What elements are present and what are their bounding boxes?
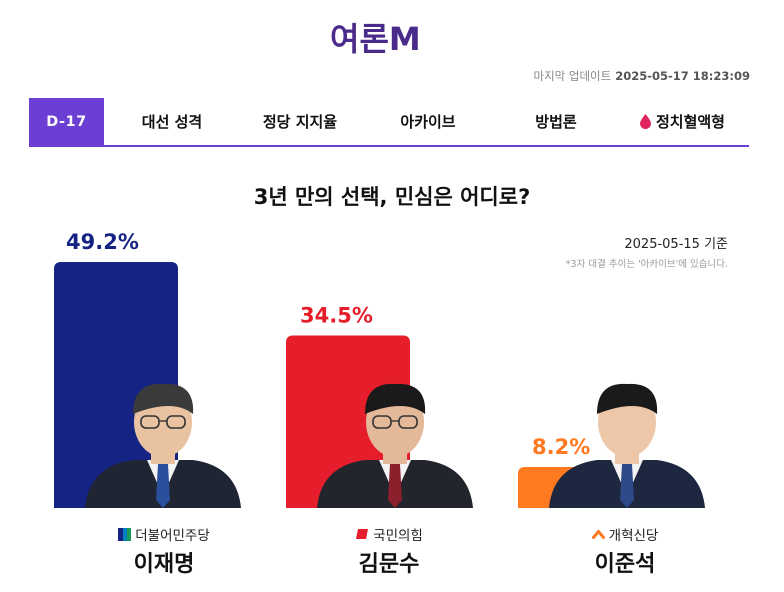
party-ppp: 국민의힘	[299, 524, 479, 544]
main-nav: D-17 대선 성격 정당 지지율 아카이브 방법론 정치혈액형	[29, 98, 749, 147]
party-name: 더불어민주당	[135, 528, 210, 544]
logo-text: 여론M	[330, 20, 421, 58]
party-democratic: 더불어민주당	[74, 524, 254, 544]
candidate-photo-김문수	[317, 383, 473, 508]
candidate-photo-이준석	[549, 383, 705, 508]
blood-drop-icon	[639, 114, 651, 129]
tab-archive[interactable]: 아카이브	[400, 113, 456, 131]
candidate-name: 이준석	[594, 552, 656, 577]
tab-political-bloodtype-label: 정치혈액형	[655, 113, 725, 131]
candidate-name: 김문수	[358, 552, 420, 577]
candidate-1: 더불어민주당 이재명	[74, 524, 254, 578]
party-name: 국민의힘	[373, 528, 423, 544]
tab-party-support[interactable]: 정당 지지율	[262, 113, 338, 131]
tab-political-bloodtype[interactable]: 정치혈액형	[616, 98, 749, 145]
democratic-party-icon	[118, 527, 132, 541]
ppp-party-icon	[356, 529, 369, 539]
candidate-name: 이재명	[133, 552, 195, 577]
updated-timestamp: 2025-05-17 18:23:09	[615, 69, 750, 83]
candidate-2: 국민의힘 김문수	[299, 524, 479, 578]
tab-election-character[interactable]: 대선 성격	[141, 113, 203, 131]
candidate-photo-이재명	[85, 383, 241, 508]
last-updated: 마지막 업데이트 2025-05-17 18:23:09	[534, 68, 751, 84]
party-name: 개혁신당	[608, 528, 659, 544]
dday-badge[interactable]: D-17	[29, 98, 104, 145]
tab-methodology[interactable]: 방법론	[535, 113, 577, 131]
poll-basis-date: 2025-05-15 기준	[624, 237, 728, 252]
site-logo[interactable]: 여론M	[0, 14, 784, 64]
party-reform: 개혁신당	[535, 524, 715, 544]
updated-label: 마지막 업데이트	[533, 69, 612, 83]
reform-party-icon	[591, 530, 605, 539]
value-label-이재명: 49.2%	[66, 230, 139, 254]
value-label-김문수: 34.5%	[300, 304, 373, 328]
archive-note: *3자 대결 추이는 '아카이브'에 있습니다.	[565, 259, 728, 270]
logo-graphic: 여론M	[330, 20, 421, 58]
page-headline: 3년 만의 선택, 민심은 어디로?	[253, 185, 531, 209]
candidate-3: 개혁신당 이준석	[535, 524, 715, 578]
value-label-이준석: 8.2%	[532, 435, 590, 459]
